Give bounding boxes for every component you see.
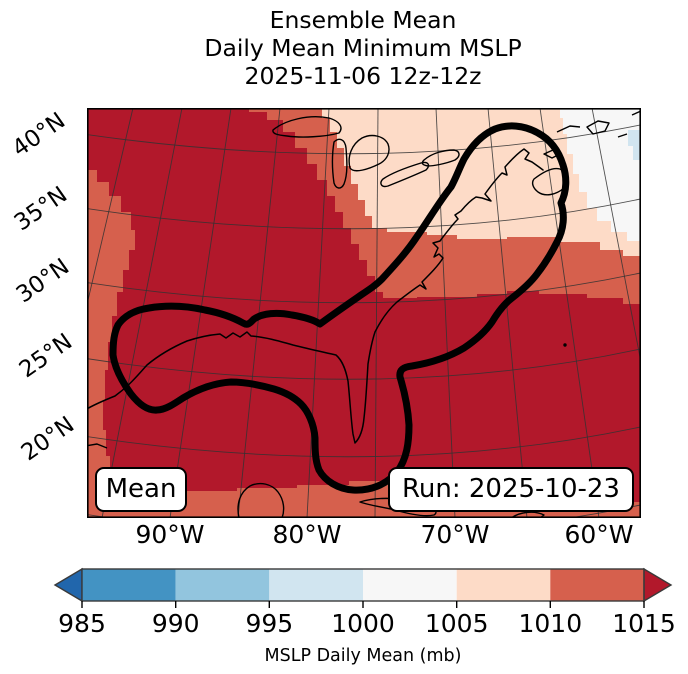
colorbar-tick-label-985: 985 <box>58 609 106 638</box>
colorbar-seg-995-1000 <box>269 569 363 601</box>
colorbar-tick-label-990: 990 <box>152 609 200 638</box>
colorbar-seg-1010-1015 <box>550 569 644 601</box>
colorbar-seg-1000-1005 <box>363 569 457 601</box>
lat-tick-label-25n: 25°N <box>14 328 78 384</box>
fill-1000-1005-corner <box>560 108 641 241</box>
colorbar-tick-label-995: 995 <box>245 609 293 638</box>
map-canvas <box>87 108 641 518</box>
title-line-3: 2025-11-06 12z-12z <box>244 62 482 90</box>
mean-annotation-label: Mean <box>105 474 177 504</box>
colorbar-over-arrow <box>643 567 673 603</box>
mslp-contour-path <box>109 122 570 494</box>
meridian-90w <box>169 108 232 518</box>
colorbar-tick-label-1010: 1010 <box>518 609 582 638</box>
lat-tick-label-30n: 30°N <box>11 253 75 309</box>
graticule <box>87 108 641 518</box>
colorbar-seg-990-995 <box>175 569 270 601</box>
colorbar-canvas: 985 990 995 1000 1005 1010 1015 MSLP Dai… <box>53 567 676 666</box>
mean-annotation-box: Mean <box>95 467 187 512</box>
colorbar-tick-label-1005: 1005 <box>425 609 489 638</box>
title-line-2: Daily Mean Minimum MSLP <box>204 34 522 62</box>
lat-tick-label-40n: 40°N <box>7 107 71 163</box>
meridian-95w <box>101 108 183 518</box>
map-axes <box>87 108 641 518</box>
colorbar-segments <box>53 567 673 603</box>
meridian-60w <box>539 108 600 518</box>
run-annotation-label: Run: 2025-10-23 <box>402 474 620 504</box>
meridian-70w <box>435 108 456 518</box>
lat-tick-label-20n: 20°N <box>16 411 80 467</box>
coast-great-lakes <box>272 116 460 189</box>
lon-tick-label-90w: 90°W <box>135 520 205 549</box>
colorbar-tick-label-1000: 1000 <box>331 609 395 638</box>
run-annotation-box: Run: 2025-10-23 <box>388 467 634 512</box>
colorbar-ticks <box>81 601 645 608</box>
colorbar: 985 990 995 1000 1005 1010 1015 MSLP Dai… <box>0 560 688 674</box>
lon-tick-label-80w: 80°W <box>272 520 342 549</box>
fill-1010-1015-west-strip <box>87 170 135 518</box>
parallel-35n <box>87 198 641 230</box>
meridian-75w <box>374 108 379 518</box>
figure-title: Ensemble Mean Daily Mean Minimum MSLP 20… <box>38 6 688 90</box>
parallel-30n <box>87 272 641 304</box>
colorbar-seg-1005-1010 <box>456 569 551 601</box>
map-frame <box>87 108 641 518</box>
meridian-100w <box>87 108 134 307</box>
parallel-25n <box>87 348 641 380</box>
fill-995-1000-sliver <box>628 130 641 160</box>
lat-tick-label-35n: 35°N <box>9 181 73 237</box>
lon-tick-label-60w: 60°W <box>564 520 634 549</box>
colorbar-under-arrow <box>53 567 83 603</box>
colorbar-tick-label-1015: 1015 <box>612 609 676 638</box>
mslp-contour <box>109 122 570 494</box>
parallel-40n <box>87 124 641 155</box>
colorbar-seg-985-990 <box>82 569 176 601</box>
meridian-55w <box>591 108 641 365</box>
meridian-65w <box>487 108 528 518</box>
coast-bermuda-dot <box>563 343 567 347</box>
lon-tick-label-70w: 70°W <box>420 520 490 549</box>
coast-gulf-atlantic <box>87 148 544 444</box>
colorbar-title: MSLP Daily Mean (mb) <box>265 646 462 666</box>
colorbar-tick-labels: 985 990 995 1000 1005 1010 1015 <box>58 609 676 638</box>
title-line-1: Ensemble Mean <box>269 6 457 34</box>
meridian-80w <box>306 108 330 518</box>
